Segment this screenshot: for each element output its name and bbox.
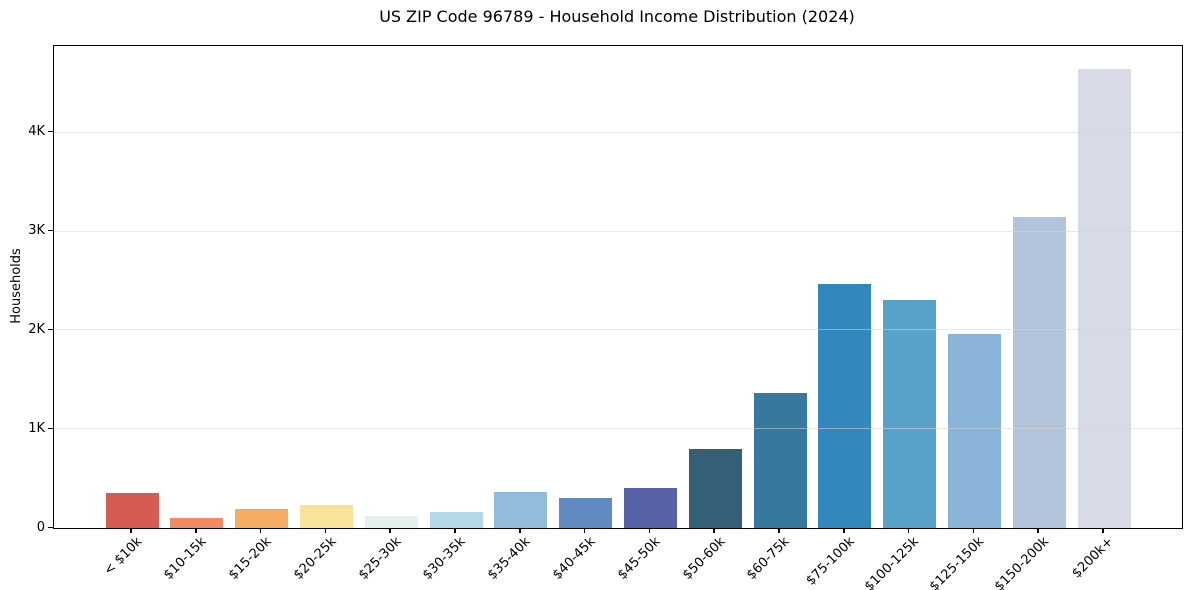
x-tick-label: $100-125k xyxy=(862,534,923,590)
bar-150-200k xyxy=(1012,216,1066,528)
x-tick-label: $60-75k xyxy=(744,534,793,583)
x-tick-label: $25-30k xyxy=(355,534,405,583)
x-tick-mark xyxy=(1102,528,1104,533)
bar-40-45k xyxy=(559,498,613,528)
bar-10k xyxy=(105,492,159,528)
x-tick-mark xyxy=(324,528,327,533)
y-tick-label: 3K xyxy=(28,223,45,239)
y-tick-mark xyxy=(48,328,53,330)
x-tick-label: $30-35k xyxy=(420,534,469,583)
bar-15-20k xyxy=(235,509,289,528)
bar-125-150k xyxy=(947,333,1001,528)
gridline-4k xyxy=(54,131,1182,133)
x-tick-label: $10-15k xyxy=(161,534,210,583)
bar-30-35k xyxy=(429,511,483,528)
y-tick-label: 1K xyxy=(28,420,45,436)
y-tick-mark xyxy=(48,131,53,133)
x-tick-mark xyxy=(1037,528,1039,533)
y-tick-label: 4K xyxy=(28,124,45,140)
x-tick-mark xyxy=(130,528,132,533)
x-tick-mark xyxy=(454,528,456,533)
x-tick-mark xyxy=(519,528,521,533)
bar-10-15k xyxy=(170,517,224,528)
x-tick-label: < $10k xyxy=(100,534,145,579)
y-tick-mark xyxy=(48,427,53,429)
x-tick-label: $35-40k xyxy=(485,534,534,583)
bar-35-40k xyxy=(494,491,548,528)
x-tick-mark xyxy=(259,528,262,533)
y-tick-mark xyxy=(48,526,53,528)
bar-45-50k xyxy=(623,487,677,528)
gridline-1k xyxy=(54,428,1182,430)
x-tick-mark xyxy=(583,528,586,533)
x-tick-label: $125-150k xyxy=(927,534,988,590)
y-tick-mark xyxy=(48,230,53,232)
bar-60-75k xyxy=(753,392,807,528)
x-tick-mark xyxy=(907,528,910,533)
x-tick-mark xyxy=(843,528,845,533)
x-tick-label: $75-100k xyxy=(803,534,858,589)
y-tick-label: 0 xyxy=(36,519,45,535)
x-tick-mark xyxy=(713,528,715,533)
x-tick-mark xyxy=(389,528,391,533)
x-tick-mark xyxy=(195,528,197,533)
y-axis-label: Households xyxy=(9,248,24,324)
x-tick-label: $200k+ xyxy=(1069,534,1117,582)
x-tick-label: $20-25k xyxy=(290,534,340,583)
x-tick-mark xyxy=(778,528,780,533)
x-tick-label: $150-200k xyxy=(991,534,1053,590)
x-tick-label: $40-45k xyxy=(550,534,599,583)
gridline-2k xyxy=(54,329,1182,331)
x-tick-mark xyxy=(648,528,651,533)
bar-100-125k xyxy=(883,299,937,528)
x-tick-label: $45-50k xyxy=(614,534,664,583)
y-tick-label: 2K xyxy=(28,321,45,337)
x-tick-label: $50-60k xyxy=(679,534,729,583)
plot-area xyxy=(53,45,1183,529)
bar-25-30k xyxy=(364,515,418,528)
bar-75-100k xyxy=(818,283,872,528)
gridline-3k xyxy=(54,230,1182,232)
chart-title: US ZIP Code 96789 - Household Income Dis… xyxy=(379,7,855,26)
bar-200k xyxy=(1077,69,1131,528)
x-tick-label: $15-20k xyxy=(226,534,275,583)
bar-50-60k xyxy=(688,448,742,528)
bar-20-25k xyxy=(299,504,353,528)
x-tick-mark xyxy=(972,528,975,533)
